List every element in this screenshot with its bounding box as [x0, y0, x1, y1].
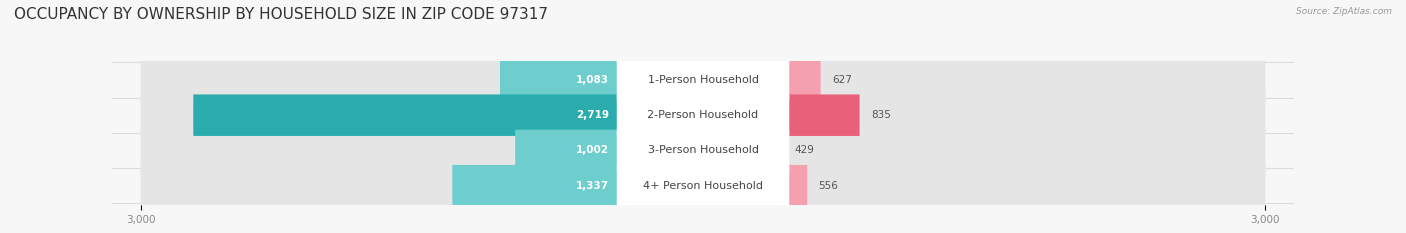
FancyBboxPatch shape: [703, 94, 859, 136]
FancyBboxPatch shape: [703, 59, 821, 101]
Text: 556: 556: [818, 181, 838, 191]
FancyBboxPatch shape: [501, 59, 703, 101]
Text: 1,083: 1,083: [576, 75, 609, 85]
Text: 429: 429: [794, 145, 814, 155]
Text: 4+ Person Household: 4+ Person Household: [643, 181, 763, 191]
Text: OCCUPANCY BY OWNERSHIP BY HOUSEHOLD SIZE IN ZIP CODE 97317: OCCUPANCY BY OWNERSHIP BY HOUSEHOLD SIZE…: [14, 7, 548, 22]
FancyBboxPatch shape: [617, 130, 789, 171]
Text: 2-Person Household: 2-Person Household: [647, 110, 759, 120]
Text: 627: 627: [832, 75, 852, 85]
FancyBboxPatch shape: [453, 165, 703, 206]
FancyBboxPatch shape: [141, 165, 1265, 206]
FancyBboxPatch shape: [617, 166, 789, 206]
FancyBboxPatch shape: [141, 59, 1265, 101]
Text: 3-Person Household: 3-Person Household: [648, 145, 758, 155]
FancyBboxPatch shape: [703, 165, 807, 206]
Text: 1,002: 1,002: [576, 145, 609, 155]
FancyBboxPatch shape: [193, 94, 703, 136]
Text: Source: ZipAtlas.com: Source: ZipAtlas.com: [1296, 7, 1392, 16]
FancyBboxPatch shape: [141, 130, 1265, 171]
Text: 2,719: 2,719: [576, 110, 609, 120]
FancyBboxPatch shape: [141, 94, 1265, 136]
Text: 1,337: 1,337: [576, 181, 609, 191]
FancyBboxPatch shape: [515, 130, 703, 171]
Text: 1-Person Household: 1-Person Household: [648, 75, 758, 85]
FancyBboxPatch shape: [703, 130, 783, 171]
FancyBboxPatch shape: [617, 60, 789, 100]
Text: 835: 835: [870, 110, 890, 120]
FancyBboxPatch shape: [617, 95, 789, 135]
